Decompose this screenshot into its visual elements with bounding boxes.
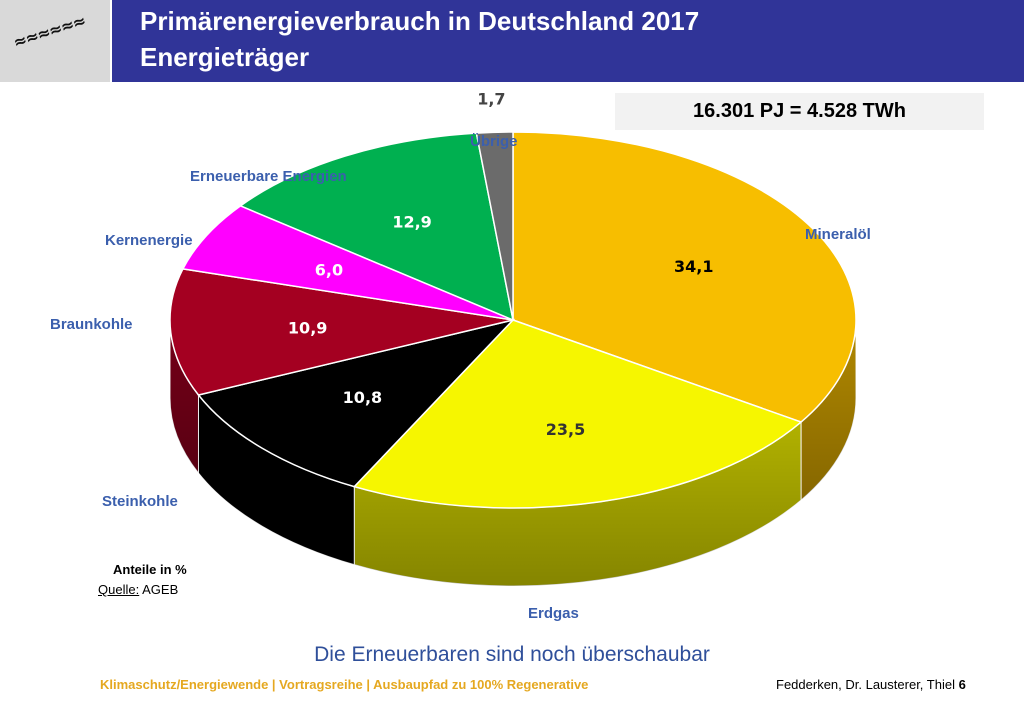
page-title: Primärenergieverbrauch in Deutschland 20… [140,6,700,36]
total-energy-label: 16.301 PJ = 4.528 TWh [615,93,984,130]
value-label-braunkohle: 10,9 [288,319,327,338]
pie-slice-braunkohle [169,268,514,396]
page-number: 6 [958,677,966,692]
page-subtitle-heading: Energieträger [140,42,310,72]
label-erneuerbare: Erneuerbare Energien [190,168,347,185]
label-braunkohle: Braunkohle [50,316,133,333]
source-note: Quelle: AGEB [98,582,178,597]
value-label-kernenergie: 6,0 [315,261,343,280]
label-mineraloel: Mineralöl [805,226,871,243]
source-value: AGEB [142,582,179,597]
value-label-erdgas: 23,5 [546,420,585,439]
title-bar: Primärenergieverbrauch in Deutschland 20… [112,0,1024,82]
label-uebrige: Übrige [470,133,518,150]
logo: ≈≈≈≈≈≈ [0,0,110,82]
pie-side-shade-steinkohle [198,395,355,565]
pie-side-shade-erdgas [354,422,802,586]
pie-slice-erdgas [352,319,803,509]
slide-subtitle: Die Erneuerbaren sind noch überschaubar [314,643,710,666]
pie-slice-erneuerbare [238,132,515,322]
footer-authors: Fedderken, Dr. Lausterer, Thiel 6 [776,677,966,692]
label-steinkohle: Steinkohle [102,493,178,510]
pie-slice-steinkohle [197,318,516,488]
label-erdgas: Erdgas [528,605,579,622]
footer-series: Klimaschutz/Energiewende | Vortragsreihe… [100,677,589,692]
pie-side-shade-mineraloel [801,320,856,501]
footer-author-names: Fedderken, Dr. Lausterer, Thiel [776,677,955,692]
source-prefix: Quelle: [98,582,140,597]
pie-slice-mineraloel [512,131,857,423]
unit-note: Anteile in % [113,562,187,577]
pie-slice-uebrige [475,131,514,321]
pie-slice-kernenergie [181,204,514,321]
value-label-mineraloel: 34,1 [674,257,713,276]
value-label-steinkohle: 10,8 [343,388,382,407]
value-label-uebrige: 1,7 [477,89,505,108]
label-kernenergie: Kernenergie [105,232,193,249]
value-label-erneuerbare: 12,9 [392,213,431,232]
